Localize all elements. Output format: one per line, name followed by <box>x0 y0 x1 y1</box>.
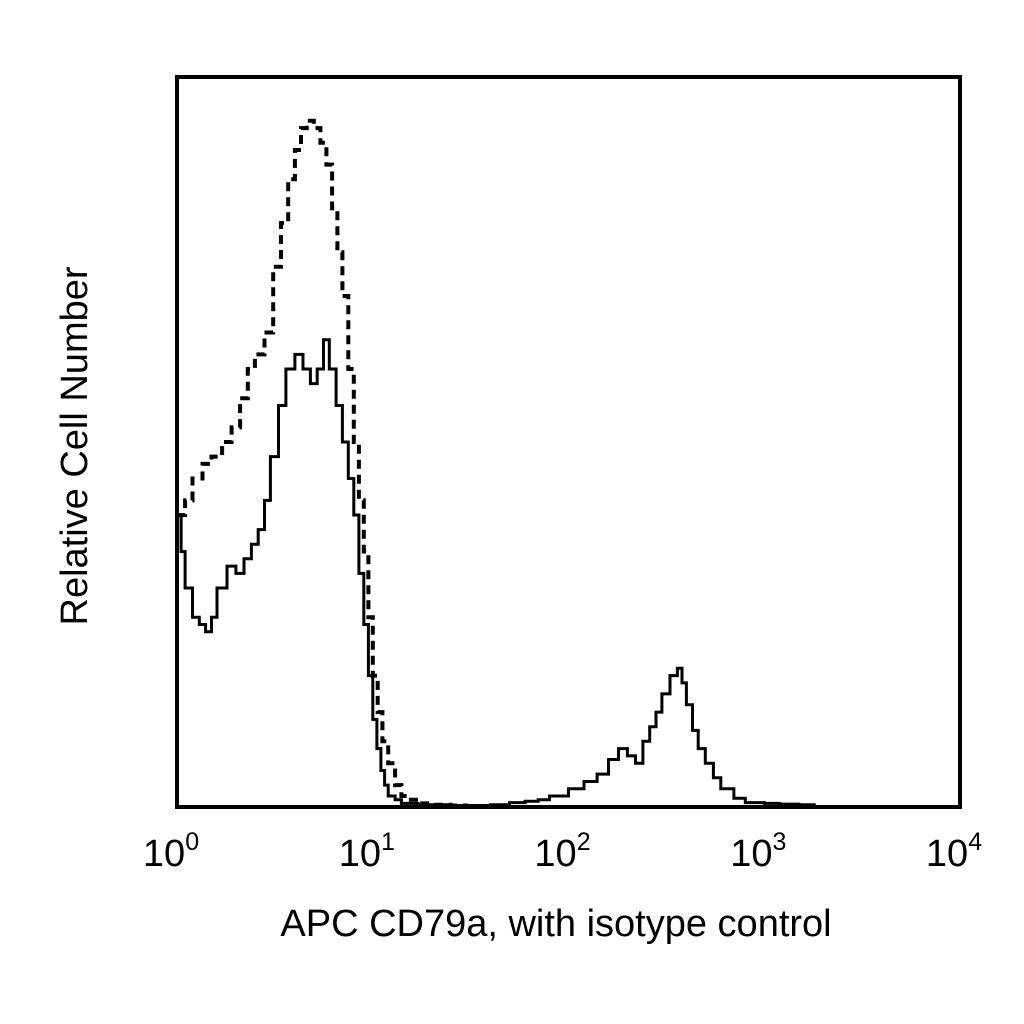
x-axis-label: APC CD79a, with isotype control <box>280 903 831 945</box>
x-tick-label: 104 <box>926 828 982 875</box>
x-tick-labels: 100 101 102 103 104 <box>143 828 982 875</box>
x-tick-label: 102 <box>534 828 590 875</box>
plot-frame <box>175 75 962 809</box>
stained-sample-histogram-line <box>177 338 816 807</box>
x-tick-label: 101 <box>339 828 395 875</box>
y-axis-label: Relative Cell Number <box>54 266 96 625</box>
x-tick-label: 100 <box>143 828 199 875</box>
isotype-control-histogram-line <box>177 118 493 809</box>
series-layer <box>177 118 816 809</box>
x-tick-label: 103 <box>730 828 786 875</box>
